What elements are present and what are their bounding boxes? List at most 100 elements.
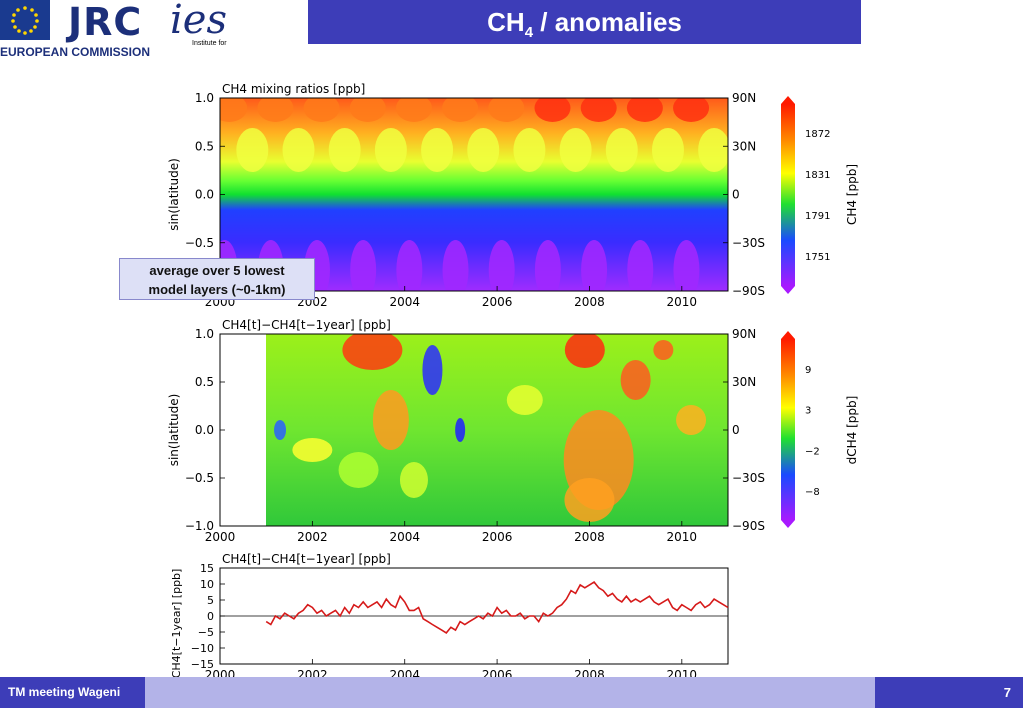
anomaly-blob [506, 385, 543, 415]
org-name: EUROPEAN COMMISSION [0, 45, 151, 59]
anomaly-blob [342, 334, 403, 370]
x-tick-label: 2010 [667, 295, 698, 309]
seasonal-high-blob [442, 98, 479, 122]
ies-logo: ies Institute for [170, 0, 260, 60]
seasonal-wave-blob [374, 128, 407, 172]
seasonal-high-blob [303, 98, 340, 122]
seasonal-wave-blob [236, 128, 269, 172]
right-tick-label: −90S [732, 284, 765, 298]
right-tick-label: 0 [732, 188, 740, 202]
anomaly-blob [274, 420, 287, 440]
y-tick-label: −5 [198, 626, 214, 639]
seasonal-wave-blob [559, 128, 592, 172]
note-line-2: model layers (~0-1km) [148, 282, 286, 297]
anomaly-blob [292, 438, 333, 462]
seasonal-high-blob [349, 98, 386, 122]
y-tick-label: −0.5 [185, 236, 214, 250]
seasonal-low-blob [627, 240, 654, 291]
seasonal-wave-blob [651, 128, 684, 172]
panel-title: CH4 mixing ratios [ppb] [222, 82, 365, 96]
seasonal-wave-blob [467, 128, 500, 172]
seasonal-low-blob [673, 240, 700, 291]
seasonal-low-blob [581, 240, 608, 291]
seasonal-low-blob [350, 240, 377, 291]
y-axis-label: sin(latitude) [167, 394, 181, 467]
colorbar-tick-label: −2 [805, 446, 820, 457]
note-line-1: average over 5 lowest [149, 263, 285, 278]
anomaly-blob [422, 345, 443, 395]
x-tick-label: 2000 [205, 530, 236, 544]
anomaly-blob [338, 452, 379, 488]
y-tick-label: 1.0 [195, 327, 214, 341]
right-tick-label: 0 [732, 423, 740, 437]
x-tick-label: 2008 [574, 295, 605, 309]
ch4-anomaly-heatmap [219, 333, 729, 527]
x-tick-label: 2008 [574, 530, 605, 544]
seasonal-high-blob [395, 98, 432, 122]
eu-stars-icon [11, 6, 39, 35]
seasonal-high-blob [220, 98, 248, 122]
panel-title: CH4[t]−CH4[t−1year] [ppb] [222, 318, 391, 332]
y-axis-label: CH4[t]−CH4[t−1year] [ppb] [170, 569, 183, 708]
seasonal-low-blob [396, 240, 423, 291]
colorbar-tick-label: 1872 [805, 129, 830, 140]
seasonal-high-blob [488, 98, 525, 122]
ies-logo-text: ies [170, 0, 227, 43]
footer-bar [0, 677, 1023, 708]
colorbar-top [781, 96, 795, 294]
seasonal-high-blob [626, 98, 663, 122]
x-tick-label: 2006 [482, 530, 513, 544]
y-tick-label: 0.5 [195, 139, 214, 153]
x-tick-label: 2006 [482, 295, 513, 309]
y-tick-label: 0.0 [195, 188, 214, 202]
y-tick-label: 0.0 [195, 423, 214, 437]
seasonal-wave-blob [698, 128, 728, 172]
y-tick-label: −0.5 [185, 471, 214, 485]
right-tick-label: 90N [732, 91, 756, 105]
colorbar-tick-label: 1751 [805, 252, 830, 263]
right-tick-label: 30N [732, 139, 756, 153]
seasonal-high-blob [673, 98, 710, 122]
seasonal-low-blob [488, 240, 515, 291]
colorbar-tick-label: 3 [805, 406, 811, 417]
colorbar-tick-label: 9 [805, 365, 811, 376]
right-tick-label: −90S [732, 519, 765, 533]
right-tick-label: −30S [732, 471, 765, 485]
anomaly-blob [676, 405, 707, 435]
seasonal-high-blob [534, 98, 571, 122]
x-tick-label: 2002 [297, 530, 328, 544]
anomaly-blob [564, 334, 605, 368]
layer-average-note: average over 5 lowest model layers (~0-1… [119, 258, 315, 300]
y-tick-label: 10 [200, 578, 214, 591]
right-tick-label: 30N [732, 375, 756, 389]
y-tick-label: 0 [207, 610, 214, 623]
y-tick-label: −10 [191, 642, 214, 655]
colorbar-label: CH4 [ppb] [845, 164, 859, 225]
anomaly-blob [372, 390, 409, 450]
footer-text: TM meeting Wageni [8, 685, 121, 699]
anomaly-blob [564, 478, 615, 522]
x-tick-label: 2004 [389, 530, 420, 544]
ies-caption: Institute for [192, 40, 227, 47]
seasonal-wave-blob [328, 128, 361, 172]
colorbar-tick-label: 1831 [805, 170, 830, 181]
seasonal-wave-blob [282, 128, 315, 172]
colorbar-tick-label: −8 [805, 487, 820, 498]
seasonal-high-blob [257, 98, 294, 122]
y-tick-label: 0.5 [195, 375, 214, 389]
y-tick-label: 15 [200, 562, 214, 575]
ch4-anomaly-lineplot [219, 567, 729, 665]
page-number: 7 [1003, 685, 1011, 700]
anomaly-blob [399, 462, 428, 498]
colorbar-mid [781, 331, 795, 528]
y-tick-label: 5 [207, 594, 214, 607]
right-tick-label: −30S [732, 236, 765, 250]
y-tick-label: −1.0 [185, 519, 214, 533]
anomaly-blob [620, 360, 651, 400]
colorbar-tick-label: 1791 [805, 211, 830, 222]
seasonal-wave-blob [513, 128, 546, 172]
seasonal-wave-blob [421, 128, 454, 172]
x-tick-label: 2010 [667, 530, 698, 544]
y-tick-label: −15 [191, 658, 214, 671]
